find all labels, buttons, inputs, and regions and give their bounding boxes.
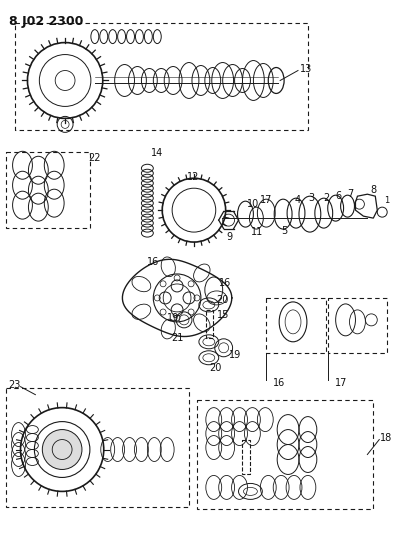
Text: 11: 11 <box>251 227 264 237</box>
Bar <box>328 298 387 353</box>
Text: 9: 9 <box>227 232 233 242</box>
Text: 18: 18 <box>380 433 392 442</box>
Text: 1: 1 <box>384 196 389 205</box>
Bar <box>15 22 308 131</box>
Text: 23: 23 <box>9 379 21 390</box>
Text: 3: 3 <box>308 193 314 203</box>
Text: 17: 17 <box>335 378 347 387</box>
Text: 10: 10 <box>246 199 259 209</box>
Bar <box>197 400 373 510</box>
Bar <box>6 152 90 228</box>
Text: 8: 8 <box>370 185 377 195</box>
Text: 12: 12 <box>187 172 199 182</box>
Text: 14: 14 <box>151 148 164 158</box>
Text: 8 J02 2300: 8 J02 2300 <box>9 15 83 28</box>
Circle shape <box>42 430 82 470</box>
Text: 16: 16 <box>273 378 286 387</box>
Text: 20: 20 <box>209 363 221 373</box>
Text: 2: 2 <box>323 193 329 203</box>
Text: 4: 4 <box>295 195 301 205</box>
Text: 13: 13 <box>300 63 312 74</box>
Text: 20: 20 <box>217 295 229 305</box>
Text: 6: 6 <box>336 191 342 201</box>
Bar <box>242 440 250 474</box>
Text: 19: 19 <box>167 313 179 323</box>
Text: 16: 16 <box>147 257 160 267</box>
Text: 15: 15 <box>217 310 229 320</box>
Text: 22: 22 <box>88 154 101 163</box>
Bar <box>206 310 213 338</box>
Text: 5: 5 <box>281 226 287 236</box>
Text: 7: 7 <box>348 189 354 199</box>
Text: 17: 17 <box>260 195 273 205</box>
Text: 16: 16 <box>219 278 231 288</box>
Bar <box>266 298 326 353</box>
Text: 21: 21 <box>171 333 183 343</box>
Bar <box>6 387 189 507</box>
Text: 19: 19 <box>228 350 241 360</box>
